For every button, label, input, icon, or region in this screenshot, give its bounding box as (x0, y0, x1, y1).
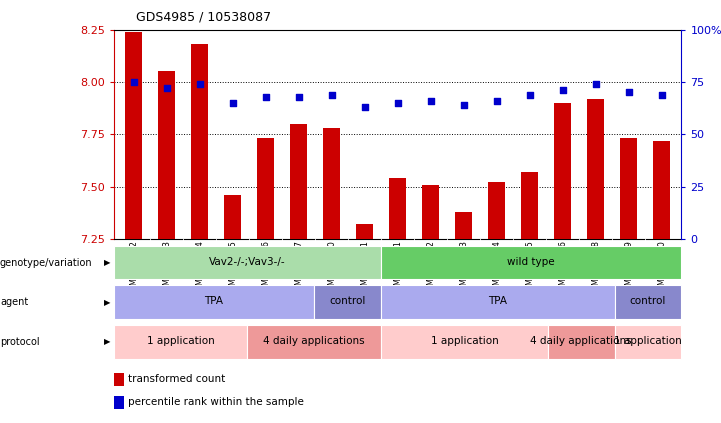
Bar (125, 32, 142, 239)
Bar (588, 99, 603, 239)
Text: Vav2-/-;Vav3-/-: Vav2-/-;Vav3-/- (209, 257, 286, 267)
Bar (614, 285, 681, 319)
Text: 1 application: 1 application (430, 336, 498, 346)
Point (590, 81, 601, 88)
Bar (614, 325, 681, 359)
Point (491, 97, 503, 104)
Bar (224, 195, 241, 239)
Bar (381, 246, 681, 280)
Bar (488, 182, 505, 239)
Bar (114, 373, 124, 386)
Text: control: control (629, 296, 666, 306)
Bar (291, 124, 307, 239)
Point (425, 97, 436, 104)
Bar (114, 325, 247, 359)
Bar (114, 285, 314, 319)
Bar (381, 285, 614, 319)
Point (656, 91, 668, 98)
Point (326, 91, 337, 98)
Text: 1 application: 1 application (147, 336, 215, 346)
Bar (554, 103, 571, 239)
Bar (324, 128, 340, 239)
Bar (257, 138, 274, 239)
Bar (423, 184, 439, 239)
Point (293, 93, 304, 100)
Bar (159, 71, 175, 239)
Point (161, 85, 172, 92)
Text: 4 daily applications: 4 daily applications (263, 336, 365, 346)
Bar (389, 178, 406, 239)
Text: TPA: TPA (488, 296, 508, 306)
Point (194, 81, 205, 88)
Text: ▶: ▶ (104, 337, 110, 346)
Bar (247, 325, 381, 359)
Point (557, 87, 568, 94)
Point (458, 102, 469, 108)
Bar (314, 285, 381, 319)
Bar (548, 325, 614, 359)
Bar (620, 138, 637, 239)
Text: ▶: ▶ (104, 258, 110, 267)
Point (623, 89, 634, 96)
Text: protocol: protocol (0, 337, 40, 347)
Bar (192, 44, 208, 239)
Text: wild type: wild type (508, 257, 555, 267)
Text: 4 daily applications: 4 daily applications (531, 336, 632, 346)
Text: TPA: TPA (205, 296, 224, 306)
Bar (521, 172, 538, 239)
Bar (381, 325, 548, 359)
Text: transformed count: transformed count (128, 374, 226, 384)
Bar (653, 140, 670, 239)
Text: 1 application: 1 application (614, 336, 682, 346)
Bar (114, 396, 124, 409)
Text: GDS4985 / 10538087: GDS4985 / 10538087 (136, 10, 270, 23)
Bar (456, 212, 472, 239)
Text: ▶: ▶ (104, 297, 110, 307)
Bar (114, 246, 381, 280)
Text: genotype/variation: genotype/variation (0, 258, 92, 268)
Point (524, 91, 536, 98)
Point (128, 79, 139, 85)
Point (227, 99, 239, 106)
Point (359, 104, 371, 110)
Text: percentile rank within the sample: percentile rank within the sample (128, 398, 304, 407)
Point (260, 93, 271, 100)
Text: agent: agent (0, 297, 28, 307)
Point (392, 99, 404, 106)
Text: control: control (329, 296, 366, 306)
Bar (356, 224, 373, 239)
